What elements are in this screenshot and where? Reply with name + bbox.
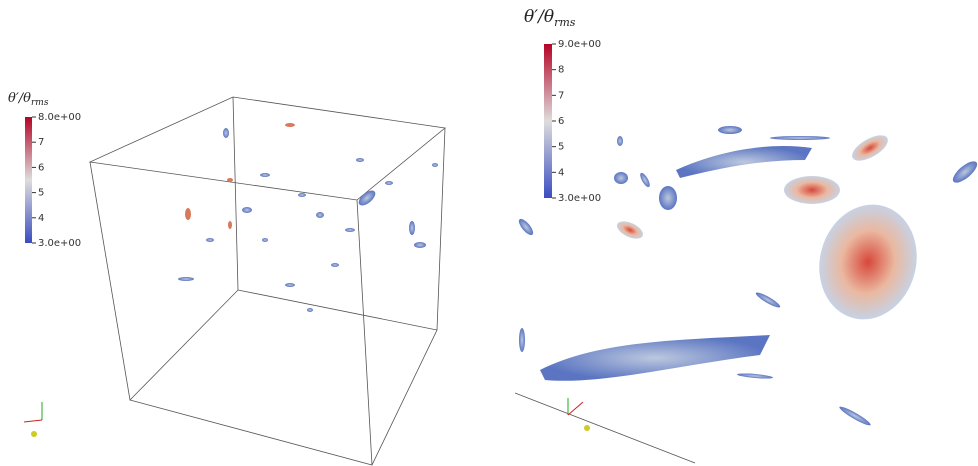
colorbar-label: 3.0e+00 xyxy=(38,238,81,249)
colorbar-label: 8 xyxy=(558,65,564,76)
scene: θ′/θrms θ′/θrms 8.0e+0076543.0e+009.0e+0… xyxy=(0,0,978,466)
colorbar-label: 7 xyxy=(38,137,44,148)
title-sub: rms xyxy=(554,16,576,29)
colorbar-label: 3.0e+00 xyxy=(558,193,601,204)
colorbar-title: θ′/θrms xyxy=(8,91,49,108)
colorbar-label: 4 xyxy=(38,213,44,224)
iso-blobs-right xyxy=(517,126,978,428)
colorbar-bar xyxy=(544,44,552,198)
colorbar: θ′/θrms xyxy=(524,7,576,198)
iso-blobs-left xyxy=(178,123,438,312)
page: θ′/θrms θ′/θrms 8.0e+0076543.0e+009.0e+0… xyxy=(0,0,978,466)
colorbar-label: 5 xyxy=(38,188,44,199)
colorbar-label: 8.0e+00 xyxy=(38,112,81,123)
axes-glyph-left xyxy=(24,402,42,437)
colorbar-label: 4 xyxy=(558,167,564,178)
colorbar-label: 9.0e+00 xyxy=(558,39,601,50)
title-sub: rms xyxy=(31,98,49,108)
colorbar-label: 7 xyxy=(558,90,564,101)
colorbar-label: 6 xyxy=(558,116,564,127)
title-main: θ′/θ xyxy=(524,7,554,27)
title-main: θ′/θ xyxy=(8,91,31,106)
colorbar-bar xyxy=(25,117,32,243)
colorbar-label: 6 xyxy=(38,162,44,173)
colorbar-title: θ′/θrms xyxy=(524,7,576,29)
box-edge xyxy=(515,393,695,463)
cube-wireframe xyxy=(90,97,445,465)
colorbar-label: 5 xyxy=(558,142,564,153)
